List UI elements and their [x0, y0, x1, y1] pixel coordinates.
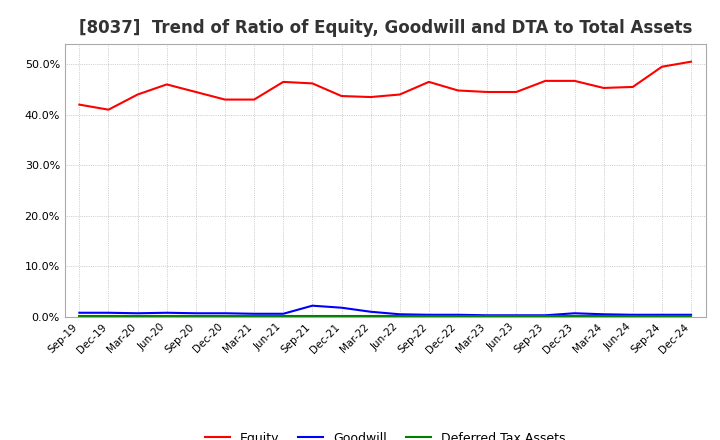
- Goodwill: [395, 312, 404, 317]
- Equity: [687, 59, 696, 64]
- Equity: [308, 81, 317, 86]
- Deferred Tax Assets: [541, 314, 550, 319]
- Goodwill: [454, 312, 462, 317]
- Deferred Tax Assets: [133, 314, 142, 319]
- Equity: [483, 89, 492, 95]
- Goodwill: [570, 311, 579, 316]
- Deferred Tax Assets: [512, 314, 521, 319]
- Equity: [104, 107, 113, 112]
- Line: Goodwill: Goodwill: [79, 306, 691, 315]
- Goodwill: [220, 311, 229, 316]
- Deferred Tax Assets: [308, 314, 317, 319]
- Goodwill: [75, 310, 84, 315]
- Goodwill: [192, 311, 200, 316]
- Goodwill: [104, 310, 113, 315]
- Equity: [366, 95, 375, 100]
- Goodwill: [133, 311, 142, 316]
- Deferred Tax Assets: [104, 314, 113, 319]
- Equity: [250, 97, 258, 102]
- Deferred Tax Assets: [629, 314, 637, 319]
- Equity: [337, 93, 346, 99]
- Equity: [541, 78, 550, 84]
- Deferred Tax Assets: [337, 314, 346, 319]
- Deferred Tax Assets: [250, 314, 258, 319]
- Goodwill: [308, 303, 317, 308]
- Deferred Tax Assets: [570, 314, 579, 319]
- Goodwill: [366, 309, 375, 315]
- Equity: [512, 89, 521, 95]
- Deferred Tax Assets: [279, 314, 287, 319]
- Deferred Tax Assets: [192, 314, 200, 319]
- Equity: [220, 97, 229, 102]
- Deferred Tax Assets: [599, 314, 608, 319]
- Equity: [425, 79, 433, 84]
- Goodwill: [512, 313, 521, 318]
- Deferred Tax Assets: [220, 314, 229, 319]
- Deferred Tax Assets: [454, 314, 462, 319]
- Goodwill: [657, 312, 666, 317]
- Deferred Tax Assets: [483, 314, 492, 319]
- Equity: [279, 79, 287, 84]
- Equity: [454, 88, 462, 93]
- Title: [8037]  Trend of Ratio of Equity, Goodwill and DTA to Total Assets: [8037] Trend of Ratio of Equity, Goodwil…: [78, 19, 692, 37]
- Goodwill: [425, 312, 433, 317]
- Equity: [395, 92, 404, 97]
- Deferred Tax Assets: [75, 314, 84, 319]
- Equity: [163, 82, 171, 87]
- Goodwill: [687, 312, 696, 317]
- Goodwill: [483, 313, 492, 318]
- Equity: [657, 64, 666, 70]
- Goodwill: [163, 310, 171, 315]
- Deferred Tax Assets: [425, 314, 433, 319]
- Goodwill: [250, 311, 258, 316]
- Equity: [133, 92, 142, 97]
- Deferred Tax Assets: [657, 314, 666, 319]
- Goodwill: [337, 305, 346, 310]
- Goodwill: [599, 312, 608, 317]
- Deferred Tax Assets: [163, 314, 171, 319]
- Equity: [629, 84, 637, 90]
- Equity: [192, 89, 200, 95]
- Deferred Tax Assets: [395, 314, 404, 319]
- Deferred Tax Assets: [366, 314, 375, 319]
- Equity: [75, 102, 84, 107]
- Goodwill: [629, 312, 637, 317]
- Equity: [570, 78, 579, 84]
- Line: Equity: Equity: [79, 62, 691, 110]
- Goodwill: [279, 311, 287, 316]
- Equity: [599, 85, 608, 91]
- Goodwill: [541, 313, 550, 318]
- Deferred Tax Assets: [687, 314, 696, 319]
- Legend: Equity, Goodwill, Deferred Tax Assets: Equity, Goodwill, Deferred Tax Assets: [200, 427, 570, 440]
